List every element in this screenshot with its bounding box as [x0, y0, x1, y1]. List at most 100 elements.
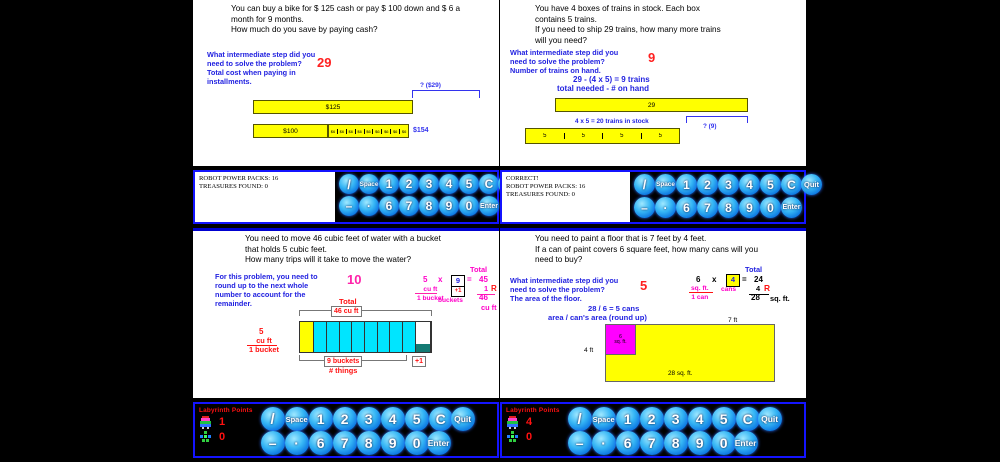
treasure-points-value: 0 — [526, 431, 533, 443]
key-8[interactable]: 8 — [356, 431, 381, 455]
key-9[interactable]: 9 — [739, 197, 760, 218]
key-minus[interactable]: – — [634, 197, 655, 218]
key-7[interactable]: 7 — [399, 196, 419, 216]
key-5[interactable]: 5 — [760, 174, 781, 195]
key-3[interactable]: 3 — [419, 174, 439, 194]
key-1[interactable]: 1 — [615, 407, 640, 431]
bucket-segment — [326, 322, 340, 352]
installment-segment: $6 — [401, 128, 407, 134]
key-decimal[interactable]: · — [359, 196, 379, 216]
key-minus[interactable]: – — [339, 196, 359, 216]
work-remainder-mark: R — [491, 284, 497, 293]
key-space[interactable]: Space — [359, 174, 379, 194]
box-segment: 5 — [603, 133, 642, 139]
bar-cash-label: $125 — [325, 103, 341, 111]
key-decimal[interactable]: · — [591, 431, 616, 455]
key-1[interactable]: 1 — [676, 174, 697, 195]
work-remainder: 4 — [756, 284, 761, 293]
work-total-label: Total — [470, 265, 488, 274]
key-minus[interactable]: – — [260, 431, 285, 455]
rate-unit: cu ft 1 bucket — [249, 336, 279, 354]
key-enter[interactable]: Enter — [426, 431, 451, 455]
key-divide[interactable]: / — [339, 174, 359, 194]
key-clear[interactable]: C — [735, 407, 760, 431]
equation-sub: total needed - # on hand — [557, 84, 650, 93]
key-quit[interactable]: Quit — [757, 407, 782, 431]
installment-segment: $6 — [373, 128, 383, 134]
key-5[interactable]: 5 — [404, 407, 429, 431]
key-divide[interactable]: / — [260, 407, 285, 431]
key-clear[interactable]: C — [479, 174, 499, 194]
key-2[interactable]: 2 — [332, 407, 357, 431]
count-label: 9 buckets — [324, 356, 363, 367]
prompt-text: What intermediate step did you need to s… — [510, 48, 619, 75]
key-6[interactable]: 6 — [615, 431, 640, 455]
key-0[interactable]: 0 — [404, 431, 429, 455]
key-5[interactable]: 5 — [711, 407, 736, 431]
key-divide[interactable]: / — [567, 407, 592, 431]
work-unit-a-divider — [689, 292, 713, 293]
key-enter[interactable]: Enter — [733, 431, 758, 455]
key-6[interactable]: 6 — [379, 196, 399, 216]
key-3[interactable]: 3 — [356, 407, 381, 431]
bucket-remainder — [415, 322, 431, 352]
work-sum: 46 — [479, 293, 488, 302]
key-8[interactable]: 8 — [663, 431, 688, 455]
key-8[interactable]: 8 — [718, 197, 739, 218]
key-0[interactable]: 0 — [711, 431, 736, 455]
key-0[interactable]: 0 — [459, 196, 479, 216]
key-8[interactable]: 8 — [419, 196, 439, 216]
key-2[interactable]: 2 — [399, 174, 419, 194]
key-quit[interactable]: Quit — [801, 174, 822, 195]
equation-sub: area / can's area (round up) — [548, 313, 647, 322]
key-0[interactable]: 0 — [760, 197, 781, 218]
key-3[interactable]: 3 — [663, 407, 688, 431]
key-enter[interactable]: Enter — [479, 196, 499, 216]
key-9[interactable]: 9 — [439, 196, 459, 216]
key-space[interactable]: Space — [591, 407, 616, 431]
key-decimal[interactable]: · — [655, 197, 676, 218]
diagram-total-label: Total — [339, 297, 357, 306]
key-decimal[interactable]: · — [284, 431, 309, 455]
key-1[interactable]: 1 — [308, 407, 333, 431]
key-2[interactable]: 2 — [639, 407, 664, 431]
work-remainder-mark: R — [764, 283, 771, 293]
floor-height-label: 4 ft — [584, 347, 594, 354]
key-1[interactable]: 1 — [379, 174, 399, 194]
key-6[interactable]: 6 — [308, 431, 333, 455]
bar-needed: 29 — [555, 98, 748, 112]
installment-segment: $6 — [382, 128, 392, 134]
key-clear[interactable]: C — [781, 174, 802, 195]
key-4[interactable]: 4 — [380, 407, 405, 431]
key-4[interactable]: 4 — [739, 174, 760, 195]
key-clear[interactable]: C — [428, 407, 453, 431]
key-7[interactable]: 7 — [639, 431, 664, 455]
key-quit[interactable]: Quit — [450, 407, 475, 431]
key-space[interactable]: Space — [284, 407, 309, 431]
problem-text: You need to paint a floor that is 7 feet… — [535, 234, 758, 264]
panel-top-border — [193, 228, 499, 231]
equation-text: 29 - (4 x 5) = 9 trains — [573, 75, 650, 84]
key-minus[interactable]: – — [567, 431, 592, 455]
installment-segment: $6 — [365, 128, 374, 134]
keypad-bottom-right: / Space 1 2 3 4 5 C Quit – · 6 7 8 9 0 E… — [562, 404, 804, 456]
key-3[interactable]: 3 — [718, 174, 739, 195]
stock-label: 4 x 5 = 20 trains in stock — [575, 118, 649, 125]
bucket-segment — [339, 322, 353, 352]
key-divide[interactable]: / — [634, 174, 655, 195]
box-segment: 5 — [658, 133, 662, 139]
key-9[interactable]: 9 — [687, 431, 712, 455]
key-4[interactable]: 4 — [687, 407, 712, 431]
key-5[interactable]: 5 — [459, 174, 479, 194]
key-4[interactable]: 4 — [439, 174, 459, 194]
answer-value: 10 — [347, 272, 362, 287]
work-equals-sign: = — [467, 275, 472, 284]
brace-label: ? ($29) — [420, 82, 441, 89]
key-9[interactable]: 9 — [380, 431, 405, 455]
key-6[interactable]: 6 — [676, 197, 697, 218]
key-7[interactable]: 7 — [697, 197, 718, 218]
key-2[interactable]: 2 — [697, 174, 718, 195]
key-enter[interactable]: Enter — [781, 197, 802, 218]
key-space[interactable]: Space — [655, 174, 676, 195]
key-7[interactable]: 7 — [332, 431, 357, 455]
